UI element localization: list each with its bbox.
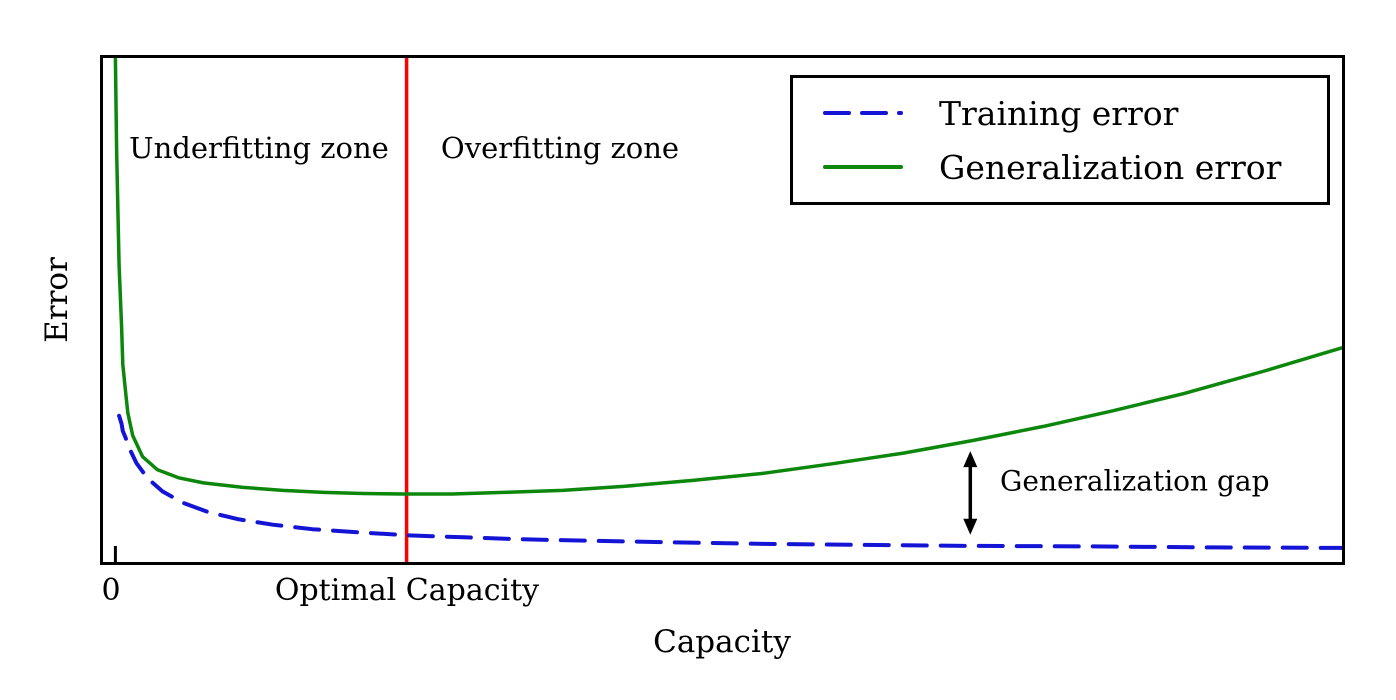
gap-arrow-head-up [963,451,978,468]
generalization-gap-label: Generalization gap [1000,464,1270,498]
legend-item-generalization: Generalization error [823,148,1327,187]
x-tick-zero: 0 [101,573,121,608]
x-axis-label: Capacity [653,624,791,660]
legend: Training error Generalization error [790,75,1330,205]
legend-item-training: Training error [823,94,1327,133]
gap-arrow-head-down [963,518,978,535]
underfitting-zone-label: Underfitting zone [129,131,389,165]
y-axis-label: Error [39,257,75,343]
x-tick-optimal-capacity: Optimal Capacity [274,573,540,608]
generalization-error-curve [113,58,1342,496]
plot-area: Underfitting zone Overfitting zone Gener… [100,55,1345,565]
generalization-error-line-sample [823,165,903,169]
legend-label-generalization: Generalization error [939,147,1282,187]
overfitting-zone-label: Overfitting zone [440,131,680,165]
legend-label-training: Training error [939,93,1179,133]
chart-canvas [113,58,1342,562]
generalization-gap-arrow [963,451,978,535]
training-error-curve [117,413,1342,550]
training-error-line-sample [823,111,903,115]
